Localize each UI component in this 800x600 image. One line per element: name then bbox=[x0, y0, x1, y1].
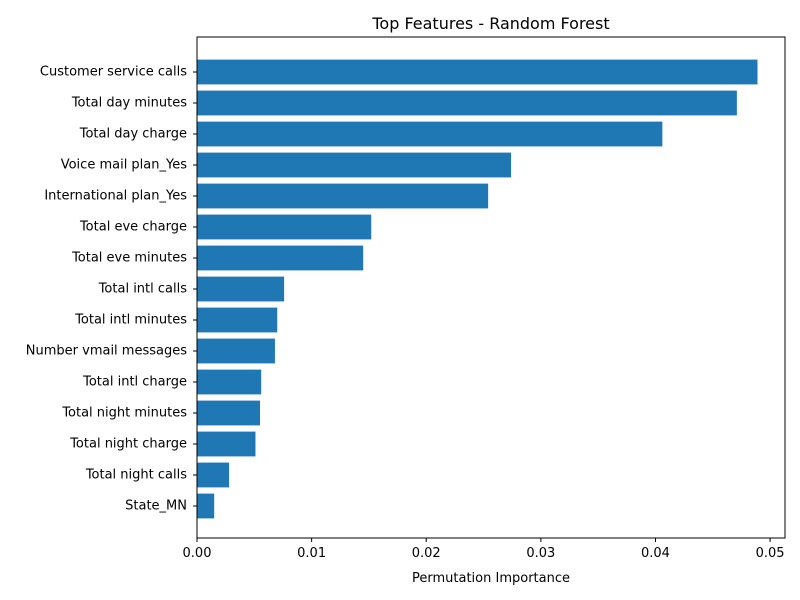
y-tick-label: Total eve charge bbox=[79, 220, 187, 235]
x-tick-label: 0.05 bbox=[756, 546, 785, 561]
y-tick-label: Total intl calls bbox=[98, 282, 188, 297]
x-tick-label: 0.04 bbox=[641, 546, 670, 561]
y-tick-label: Total day charge bbox=[79, 127, 187, 142]
x-tick-label: 0.00 bbox=[183, 546, 212, 561]
y-tick-label: International plan_Yes bbox=[44, 189, 187, 204]
bar bbox=[197, 152, 512, 178]
y-tick-label: Total night calls bbox=[85, 468, 187, 483]
bar bbox=[197, 90, 737, 116]
x-tick-label: 0.01 bbox=[297, 546, 326, 561]
bar bbox=[197, 462, 230, 488]
bar bbox=[197, 276, 285, 302]
y-tick-label: Total intl minutes bbox=[74, 313, 187, 328]
bar bbox=[197, 59, 758, 85]
y-tick-label: Total night minutes bbox=[61, 406, 187, 421]
y-tick-label: Number vmail messages bbox=[26, 344, 187, 359]
bar bbox=[197, 214, 372, 240]
bar bbox=[197, 121, 663, 147]
x-tick-label: 0.03 bbox=[526, 546, 555, 561]
x-axis-ticks: 0.00 0.01 0.02 0.03 0.04 0.05 bbox=[183, 538, 785, 561]
bar bbox=[197, 493, 215, 519]
x-tick-label: 0.02 bbox=[412, 546, 441, 561]
y-tick-label: Total intl charge bbox=[82, 375, 187, 390]
bar bbox=[197, 431, 256, 457]
bar bbox=[197, 338, 275, 364]
y-tick-label: Total day minutes bbox=[71, 96, 187, 111]
plot-frame bbox=[196, 36, 786, 539]
bar bbox=[197, 400, 261, 426]
y-tick-label: State_MN bbox=[125, 499, 187, 514]
bars-layer bbox=[197, 59, 758, 519]
x-axis-label: Permutation Importance bbox=[412, 571, 570, 586]
chart-title: Top Features - Random Forest bbox=[371, 14, 609, 33]
bar bbox=[197, 245, 364, 271]
y-tick-label: Total night charge bbox=[69, 437, 187, 452]
y-tick-label: Customer service calls bbox=[40, 65, 187, 80]
bar bbox=[197, 369, 262, 395]
y-tick-label: Total eve minutes bbox=[71, 251, 187, 266]
bar bbox=[197, 183, 489, 209]
y-tick-label: Voice mail plan_Yes bbox=[61, 158, 187, 173]
y-axis-ticks: Customer service calls Total day minutes T… bbox=[26, 65, 197, 514]
bar bbox=[197, 307, 278, 333]
